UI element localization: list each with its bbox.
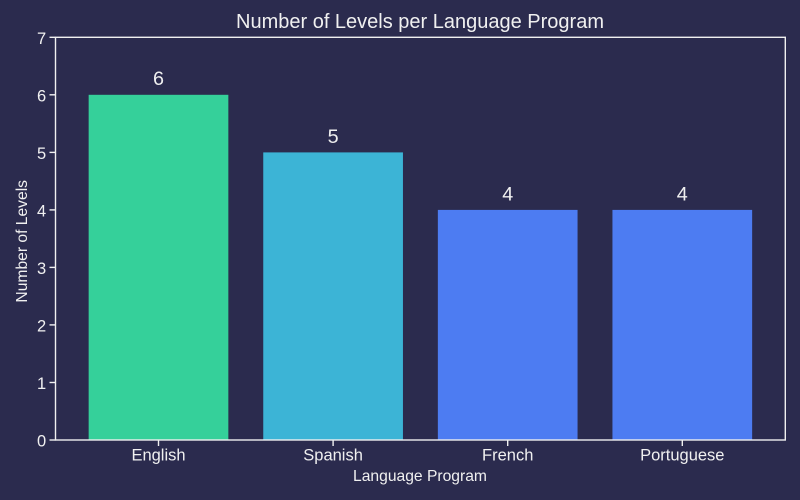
svg-text:7: 7 [37, 30, 46, 48]
svg-text:Number of Levels per Language: Number of Levels per Language Program [236, 11, 604, 33]
svg-text:5: 5 [328, 126, 339, 148]
svg-text:5: 5 [37, 145, 46, 163]
svg-text:4: 4 [37, 203, 46, 221]
svg-text:4: 4 [677, 183, 688, 205]
svg-text:Portuguese: Portuguese [640, 447, 724, 465]
svg-text:0: 0 [37, 433, 46, 451]
svg-text:Number of Levels: Number of Levels [14, 180, 31, 303]
svg-text:Language Program: Language Program [353, 468, 487, 485]
svg-text:6: 6 [153, 68, 164, 90]
svg-text:1: 1 [37, 375, 46, 393]
svg-text:6: 6 [37, 88, 46, 106]
svg-text:3: 3 [37, 260, 46, 278]
svg-text:2: 2 [37, 318, 46, 336]
svg-text:French: French [482, 447, 533, 465]
svg-text:English: English [131, 447, 185, 465]
svg-text:4: 4 [502, 183, 513, 205]
svg-text:Spanish: Spanish [303, 447, 363, 465]
